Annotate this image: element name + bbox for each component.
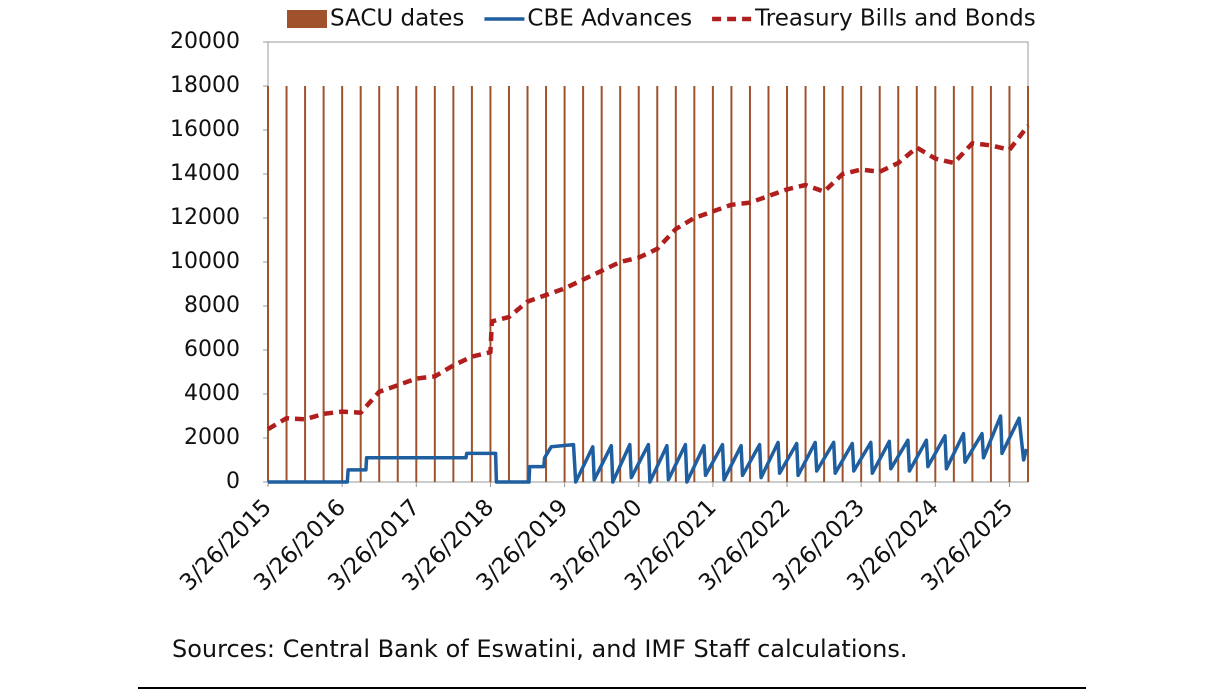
sacu-bar (693, 86, 696, 482)
sacu-bar (582, 86, 585, 482)
sacu-bar (359, 86, 362, 482)
sacu-bar (619, 86, 622, 482)
sacu-bar (878, 86, 881, 482)
y-tick-label: 4000 (184, 381, 240, 406)
sacu-bar (396, 86, 399, 482)
sacu-bar (971, 86, 974, 482)
sacu-bar (711, 86, 714, 482)
sacu-bar (804, 86, 807, 482)
plot-frame (267, 41, 1029, 483)
y-tick-label: 16000 (170, 117, 240, 142)
sacu-bar (952, 86, 955, 482)
sacu-bar (934, 86, 937, 482)
series-line (266, 124, 1030, 432)
sacu-bar (507, 86, 510, 482)
y-tick-label: 18000 (170, 73, 240, 98)
sacu-bar (823, 86, 826, 482)
sacu-bar (415, 86, 418, 482)
legend-label: Treasury Bills and Bonds (754, 6, 1036, 32)
source-note: Sources: Central Bank of Eswatini, and I… (172, 635, 908, 663)
y-tick-label: 6000 (184, 337, 240, 362)
sacu-bar (526, 86, 529, 482)
legend-label: SACU dates (330, 6, 464, 32)
sacu-bar (322, 86, 325, 482)
legend-label: CBE Advances (527, 6, 692, 32)
sacu-bar (786, 86, 789, 482)
sacu-bar (841, 86, 844, 482)
sacu-bar (674, 86, 677, 482)
sacu-bar (304, 86, 307, 482)
sacu-bar (897, 86, 900, 482)
sacu-bar (452, 86, 455, 482)
sacu-bar (285, 86, 288, 482)
legend-swatch (287, 10, 327, 28)
y-tick-label: 8000 (184, 293, 240, 318)
sacu-bar (1027, 86, 1029, 482)
sacu-bar (637, 86, 640, 482)
sacu-bar (1008, 86, 1011, 482)
sacu-bar (767, 86, 770, 482)
sacu-bar (378, 86, 381, 482)
y-tick-label: 20000 (170, 29, 240, 54)
y-tick-label: 10000 (170, 249, 240, 274)
sacu-bar (433, 86, 436, 482)
y-tick-label: 2000 (184, 425, 240, 450)
sacu-bar (341, 86, 344, 482)
series-line (268, 414, 1029, 484)
sacu-bar (656, 86, 659, 482)
y-tick-label: 12000 (170, 205, 240, 230)
sacu-bar (748, 86, 751, 482)
sacu-bar (489, 86, 492, 482)
sacu-bar (563, 86, 566, 482)
sacu-bar (600, 86, 603, 482)
sacu-bar (989, 86, 992, 482)
y-tick-label: 0 (226, 469, 240, 494)
sacu-bar (267, 86, 269, 482)
y-tick-label: 14000 (170, 161, 240, 186)
sacu-bar (470, 86, 473, 482)
sacu-bar (915, 86, 918, 482)
sacu-bar (730, 86, 733, 482)
sacu-bar (860, 86, 863, 482)
sacu-bar (545, 86, 548, 482)
